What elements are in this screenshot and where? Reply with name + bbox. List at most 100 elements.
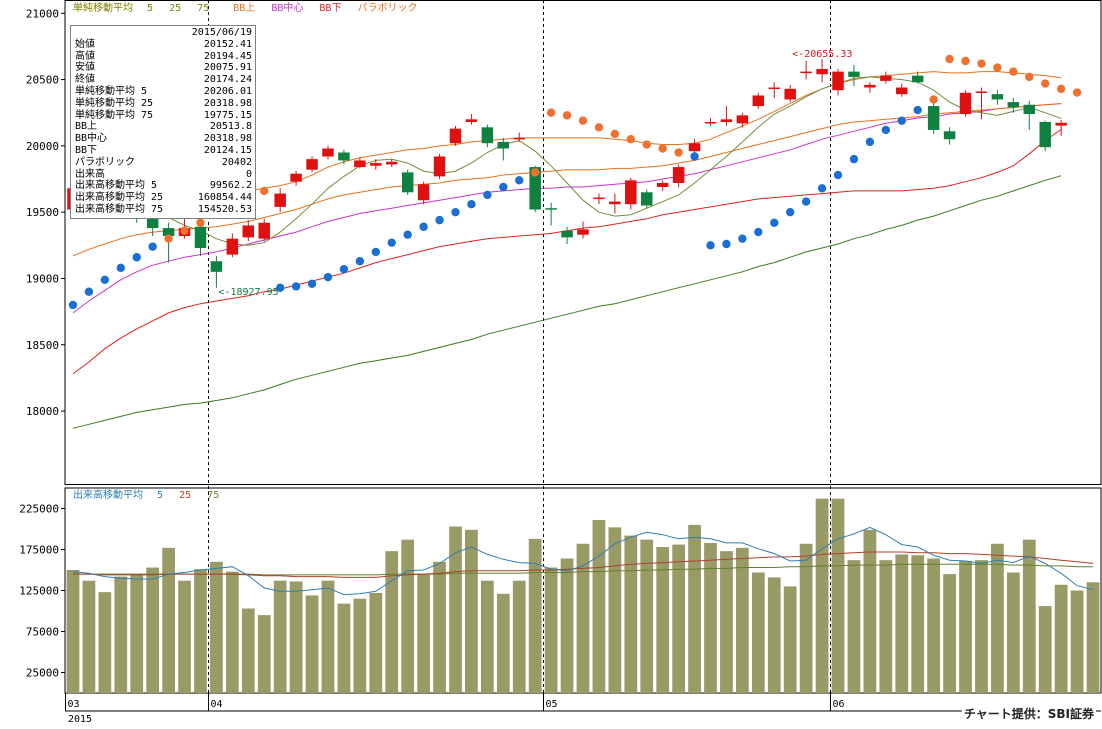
volume-bar	[704, 542, 717, 693]
parabolic-dot	[929, 95, 938, 104]
parabolic-dot	[722, 239, 731, 249]
volume-bar	[991, 543, 1004, 693]
parabolic-dot	[164, 234, 173, 243]
candle-body	[465, 119, 478, 122]
volume-bar	[751, 572, 765, 693]
info-row-open: 始値 20152.41	[75, 39, 252, 51]
parabolic-dot	[913, 105, 922, 115]
info-label: 始値	[75, 38, 95, 50]
parabolic-dot	[148, 242, 157, 251]
price-panel-frame	[64, 0, 1102, 485]
volume-bar	[528, 538, 542, 693]
info-row-high: 高値 20194.45	[75, 51, 252, 63]
candle-body	[752, 95, 765, 107]
legend-vol-ma: 出来高移動平均	[73, 490, 143, 501]
candle-body	[290, 173, 302, 182]
volume-bar	[1054, 584, 1068, 693]
info-label: 出来高移動平均 25	[75, 192, 164, 204]
volume-bar	[178, 580, 191, 693]
legend-sma25: 25	[169, 3, 182, 14]
parabolic-dot	[658, 144, 667, 153]
parabolic-dot	[132, 253, 141, 262]
volume-bar	[783, 586, 797, 693]
candle-body	[417, 184, 430, 201]
info-label: BB下	[75, 144, 98, 156]
info-row-bb-upper: BB上 20513.8	[75, 121, 252, 133]
parabolic-dot	[881, 125, 891, 135]
volume-bar	[576, 543, 590, 693]
parabolic-dot	[515, 176, 524, 185]
chart-credit: チャート提供：SBI証券	[961, 705, 1096, 722]
candle-body	[927, 106, 940, 130]
info-row-volume: 出来高 0	[75, 169, 252, 181]
main-legend: 単純移動平均 5 25 75 BB上 BB中心 BB下 パラボリック	[73, 3, 427, 15]
legend-bb-lower: BB下	[319, 3, 342, 14]
volume-bar	[1070, 590, 1084, 693]
volume-bar	[863, 529, 877, 693]
parabolic-dot	[323, 272, 333, 282]
candle-body	[864, 84, 876, 88]
candle-body	[1007, 102, 1020, 108]
info-row-parabolic: パラボリック 20402	[75, 157, 252, 169]
volume-bar	[767, 577, 781, 693]
candle-body	[832, 71, 844, 91]
parabolic-dot	[786, 207, 795, 217]
info-label: パラボリック	[75, 156, 135, 168]
info-value: 0	[245, 168, 252, 180]
info-row-bb-mid: BB中心 20318.98	[75, 133, 252, 145]
parabolic-dot	[451, 207, 460, 217]
info-label: BB中心	[75, 133, 108, 145]
candle-body	[242, 225, 255, 238]
volume-tick-label: 175000	[19, 544, 59, 557]
candle-body	[561, 230, 573, 238]
volume-bar	[975, 560, 988, 693]
parabolic-dot	[690, 152, 699, 161]
candle-body	[959, 92, 972, 115]
volume-bar	[895, 554, 909, 693]
volume-tick-label: 225000	[19, 503, 59, 516]
candle-body	[943, 131, 956, 140]
parabolic-dot	[1056, 84, 1066, 94]
candle-body	[800, 71, 812, 74]
volume-bar	[241, 608, 255, 693]
price-annotation: <-20655.33	[792, 49, 852, 60]
volume-bar	[496, 593, 510, 693]
parabolic-dot	[817, 184, 827, 193]
info-row-vol-ma75: 出来高移動平均 75 154520.53	[75, 204, 252, 216]
candle-body	[529, 167, 541, 210]
candle-body	[816, 68, 828, 75]
candle-body	[210, 261, 223, 272]
info-value: 20402	[221, 156, 252, 168]
parabolic-dot	[291, 282, 301, 291]
legend-vol-ma75: 75	[207, 490, 220, 501]
volume-bar	[512, 580, 526, 693]
candle-body	[672, 167, 685, 183]
info-value: 19775.15	[203, 109, 252, 121]
parabolic-dot	[275, 283, 285, 292]
parabolic-dot	[116, 263, 125, 273]
legend-sma5: 5	[147, 3, 154, 14]
parabolic-dot	[371, 247, 380, 257]
volume-bar	[943, 574, 956, 693]
parabolic-dot	[674, 148, 683, 157]
volume-bar	[911, 555, 925, 693]
candle-body	[641, 192, 653, 206]
info-label: 出来高移動平均 75	[75, 203, 164, 215]
volume-bar	[337, 603, 351, 693]
volume-bar	[130, 574, 144, 693]
volume-bar	[720, 551, 733, 693]
volume-bar	[1006, 572, 1020, 693]
volume-bar	[273, 580, 287, 693]
volume-bar	[927, 558, 941, 693]
candle-body	[609, 201, 621, 205]
candle-body	[704, 121, 717, 124]
parabolic-dot	[467, 200, 476, 209]
info-label: 単純移動平均 5	[75, 85, 148, 97]
parabolic-dot	[499, 182, 508, 192]
candle-body	[258, 222, 270, 239]
volume-bar	[417, 574, 430, 693]
parabolic-dot	[578, 116, 588, 125]
volume-bar	[162, 547, 175, 693]
parabolic-dot	[68, 300, 78, 310]
